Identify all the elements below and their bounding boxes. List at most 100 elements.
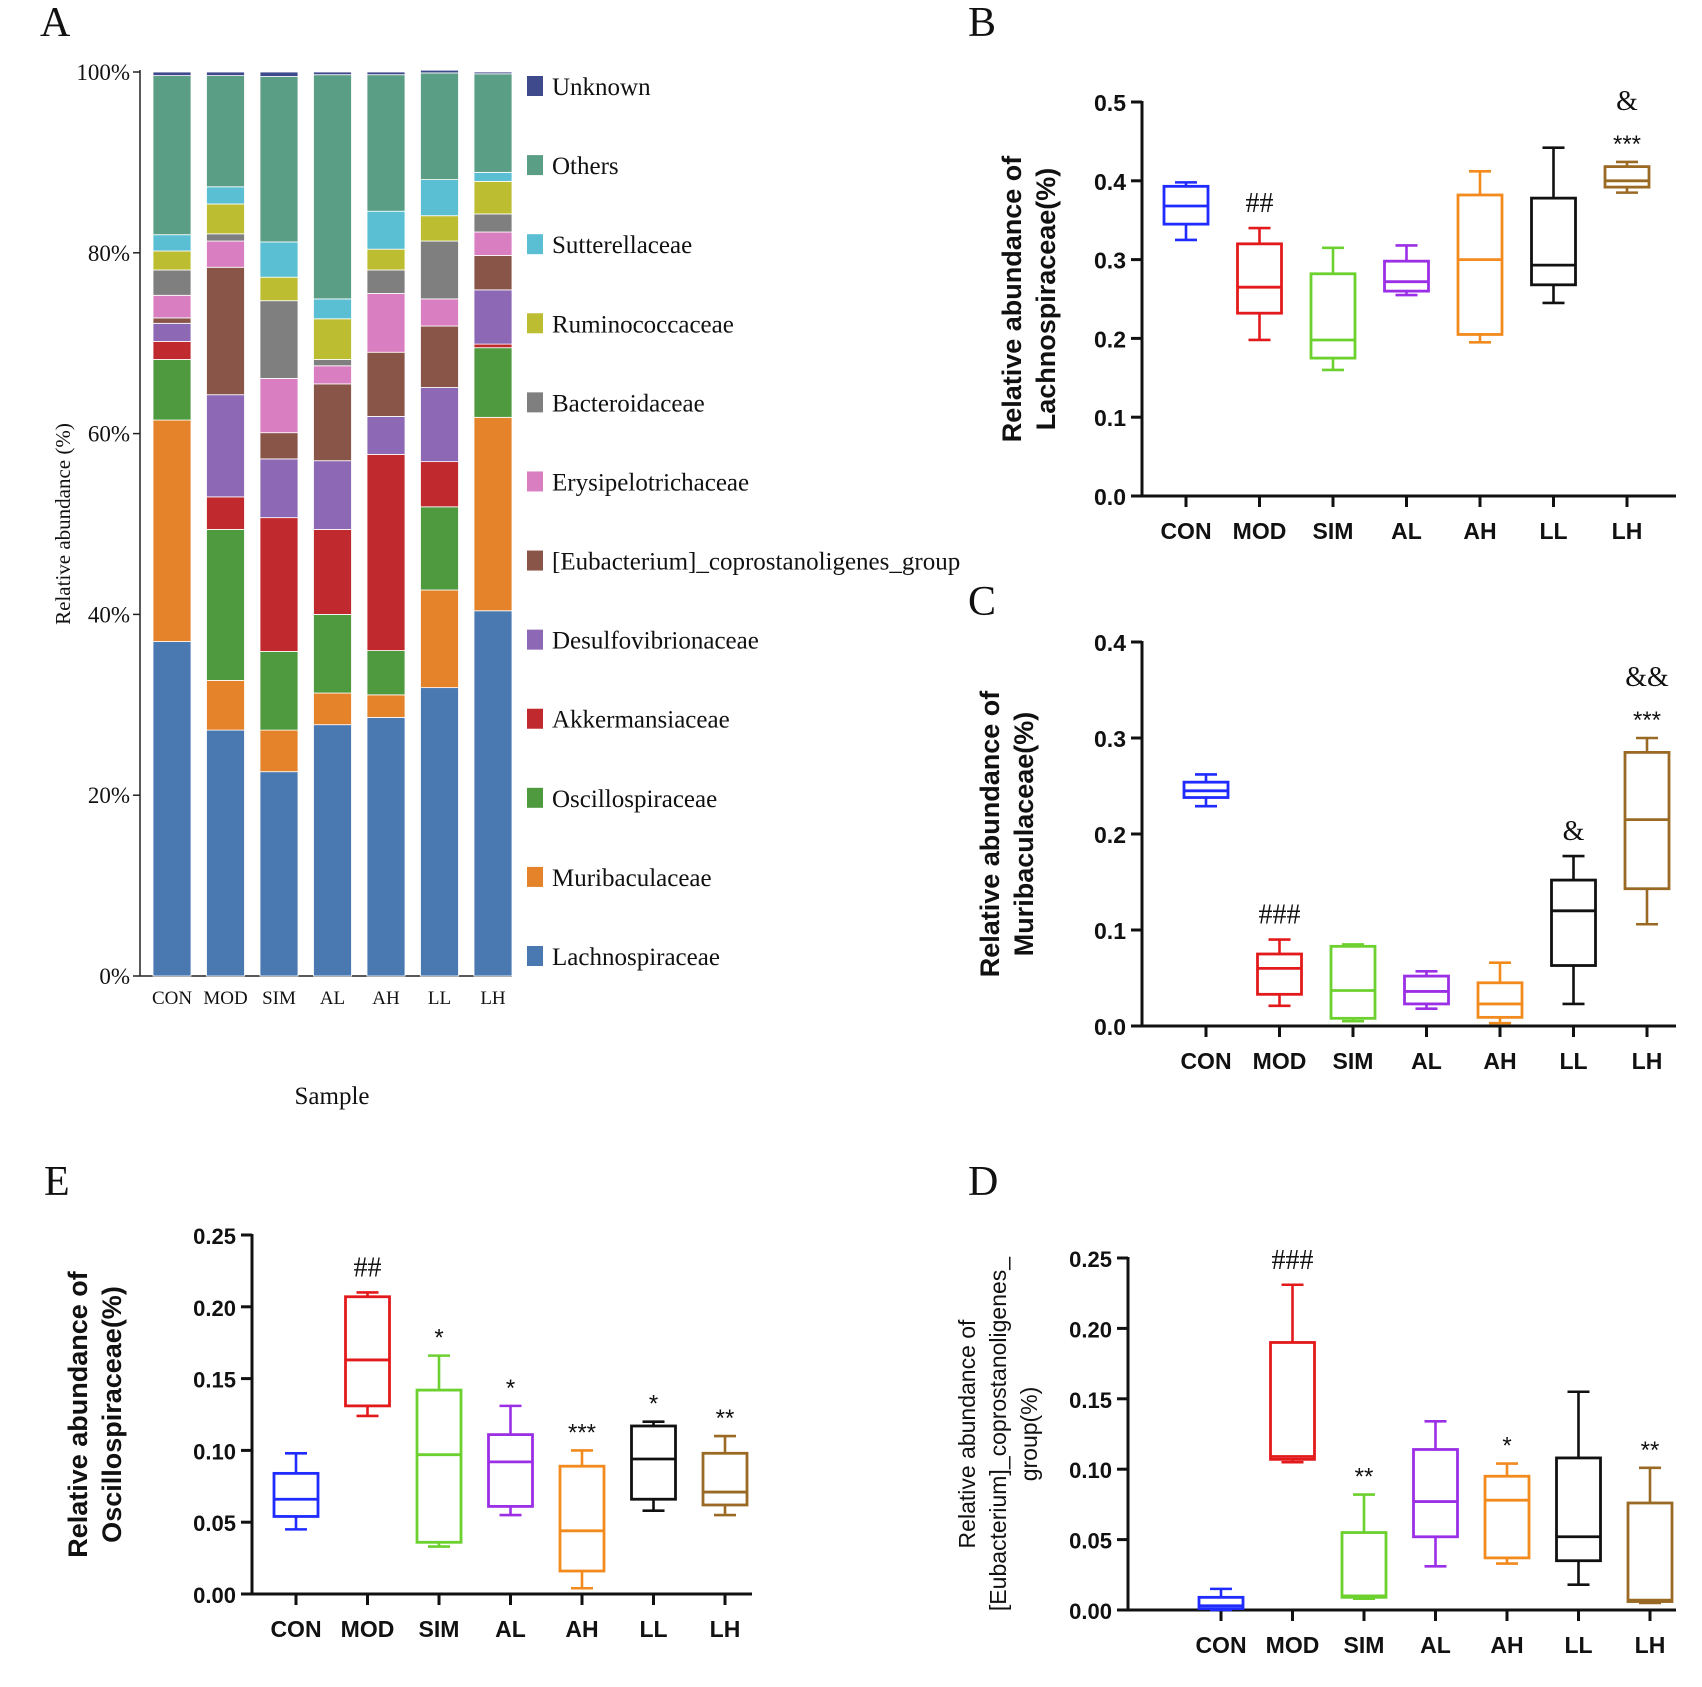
x-tick-label: SIM: [1313, 518, 1354, 544]
y-tick-label: 60%: [88, 422, 130, 447]
bar-segment-MOD-8: [206, 203, 245, 235]
box-AL: [1383, 259, 1430, 293]
legend-swatch-11: [527, 76, 543, 96]
legend-label: Muribaculaceae: [552, 865, 712, 892]
legend-label: Unknown: [552, 74, 651, 101]
legend-label: Bacteroidaceae: [552, 390, 705, 417]
bar-segment-SIM-10: [259, 76, 299, 243]
bar-segment-CON-0: [152, 641, 192, 977]
bar-segment-MOD-7: [206, 233, 245, 242]
legend-label: Sutterellaceae: [552, 232, 692, 259]
y-tick-label: 0.15: [1069, 1388, 1112, 1413]
box-AL: [1412, 1448, 1459, 1539]
bar-segment-LH-10: [473, 73, 513, 173]
bar-segment-LL-6: [420, 298, 459, 327]
legend-label: Ruminococcaceae: [552, 311, 734, 338]
bar-segment-AH-8: [366, 248, 406, 271]
x-tick-label: SIM: [1333, 1048, 1374, 1074]
bar-segment-LL-11: [420, 69, 459, 74]
x-tick-label: LL: [1559, 1048, 1587, 1074]
box-SIM: [1329, 944, 1377, 1020]
significance-mark: *: [506, 1375, 515, 1402]
box-AL: [487, 1433, 534, 1508]
significance-mark: ##: [1246, 188, 1274, 219]
bar-segment-CON-9: [152, 234, 192, 252]
bar-segment-AH-3: [366, 453, 406, 651]
panel-letter-b: B: [968, 0, 996, 46]
x-tick-label: AL: [1411, 1048, 1442, 1074]
y-tick-label: 0.2: [1094, 822, 1126, 848]
bar-segment-LL-7: [420, 240, 459, 300]
significance-mark: &&: [1625, 662, 1669, 693]
x-tick-label: AL: [495, 1616, 526, 1642]
bar-segment-LH-0: [473, 610, 513, 977]
x-tick-label: CON: [270, 1616, 321, 1642]
y-tick-label: 0.3: [1094, 726, 1126, 752]
bar-segment-AH-0: [366, 717, 406, 977]
bar-segment-AL-0: [313, 724, 352, 977]
bar-segment-AL-11: [313, 71, 352, 76]
x-tick-label: LH: [1612, 518, 1643, 544]
bar-segment-LH-8: [473, 180, 513, 215]
bar-segment-CON-4: [152, 322, 192, 342]
legend-swatch-4: [527, 629, 543, 650]
significance-mark: ***: [1613, 131, 1641, 158]
box-AL: [1403, 974, 1450, 1006]
bar-segment-LL-10: [420, 72, 459, 180]
x-tick-label: LH: [1632, 1048, 1663, 1074]
significance-mark: **: [1355, 1464, 1374, 1491]
legend-label: Oscillospiraceae: [552, 786, 717, 813]
box-SIM: [415, 1388, 463, 1544]
bar-segment-CON-7: [152, 269, 192, 296]
legend-label: Lachnospiraceae: [552, 944, 720, 971]
bar-segment-AL-10: [313, 74, 352, 300]
significance-mark: &: [1563, 816, 1585, 847]
bar-segment-AL-3: [313, 529, 352, 615]
bar-segment-SIM-7: [259, 300, 299, 379]
y-tick-label: 0.0: [1094, 1014, 1126, 1040]
legend-swatch-8: [527, 313, 543, 334]
box-MOD: [1256, 952, 1303, 996]
panel-letter-a: A: [40, 0, 71, 46]
legend-label: Akkermansiaceae: [552, 707, 730, 734]
bar-segment-SIM-3: [259, 517, 299, 652]
box-MOD: [1269, 1341, 1316, 1461]
x-tick-label: CON: [1180, 1048, 1231, 1074]
legend-swatch-0: [527, 946, 543, 966]
x-tick-label: AL: [320, 988, 345, 1009]
bar-segment-LL-3: [420, 461, 459, 508]
bar-segment-AH-9: [366, 210, 406, 250]
x-tick-label: AH: [1490, 1632, 1523, 1658]
x-tick-label: LL: [428, 988, 451, 1009]
y-axis-title-line: Lachnospiraceae(%): [1031, 168, 1061, 431]
legend-swatch-10: [527, 155, 543, 176]
bar-segment-AH-11: [366, 71, 406, 76]
bar-segment-AH-10: [366, 74, 406, 212]
x-tick-label: AH: [1463, 518, 1496, 544]
significance-mark: &: [1616, 86, 1638, 117]
legend-swatch-3: [527, 708, 543, 729]
bar-segment-SIM-9: [259, 241, 299, 278]
bar-segment-AL-4: [313, 460, 352, 530]
y-tick-label: 0%: [99, 964, 130, 989]
x-tick-label: AL: [1391, 518, 1422, 544]
x-tick-label: LL: [1539, 518, 1567, 544]
x-tick-label: MOD: [341, 1616, 395, 1642]
bar-segment-AL-5: [313, 383, 352, 462]
bar-segment-MOD-0: [206, 729, 245, 977]
bar-segment-LH-1: [473, 416, 513, 612]
bar-segment-LL-2: [420, 506, 459, 591]
significance-mark: ###: [1272, 1245, 1314, 1276]
x-tick-label: LL: [639, 1616, 667, 1642]
legend-swatch-9: [527, 234, 543, 255]
y-tick-label: 80%: [88, 241, 130, 266]
y-tick-label: 0.10: [193, 1439, 236, 1464]
bar-segment-AL-9: [313, 298, 352, 320]
legend-swatch-7: [527, 392, 543, 413]
bar-segment-CON-5: [152, 317, 192, 324]
legend-label: Others: [552, 153, 619, 180]
bar-segment-AH-4: [366, 416, 406, 455]
y-axis-title-line: Relative abundance of: [997, 155, 1027, 443]
x-tick-label: AH: [1483, 1048, 1516, 1074]
x-tick-label: MOD: [1233, 518, 1287, 544]
